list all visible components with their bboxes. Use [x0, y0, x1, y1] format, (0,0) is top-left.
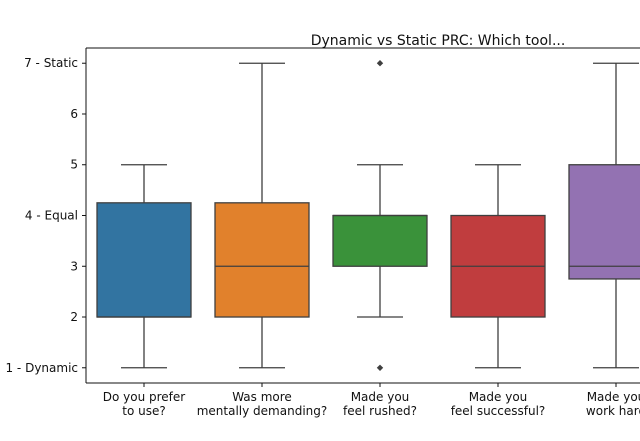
- x-tick-label: Do you prefer to use?: [103, 390, 186, 418]
- x-tick-label: Was more mentally demanding?: [197, 390, 328, 418]
- box-body: [96, 202, 192, 318]
- plot-area: [96, 60, 640, 371]
- x-tick-label-line: Made you: [351, 390, 410, 404]
- x-tick-label-line: Made you: [469, 390, 528, 404]
- chart-title: Dynamic vs Static PRC: Which tool...: [311, 33, 566, 49]
- box-3: [332, 60, 428, 371]
- x-tick-label-line: feel successful?: [451, 404, 546, 418]
- y-tick-label: 2: [70, 310, 78, 324]
- box-2: [214, 62, 310, 369]
- outlier-point: [376, 60, 384, 67]
- x-tick-label: Made you feel successful?: [451, 390, 546, 418]
- y-tick-label: 5: [70, 158, 78, 172]
- x-tick-label-line: feel rushed?: [343, 404, 417, 418]
- x-tick-label: Made you feel rushed?: [343, 390, 417, 418]
- axes: Do you prefer to use? Was more mentally dem…: [5, 47, 640, 418]
- x-tick-label-line: Made you: [587, 390, 640, 404]
- x-tick-label-line: work hard: [586, 404, 640, 418]
- x-tick-label-line: Was more: [232, 390, 292, 404]
- box-body: [332, 214, 428, 267]
- y-tick-label: 1 - Dynamic: [5, 361, 78, 375]
- y-tick-label: 6: [70, 107, 78, 121]
- box-body: [568, 164, 640, 280]
- box-1: [96, 164, 192, 369]
- outlier-point: [376, 364, 384, 371]
- x-tick-label-line: to use?: [122, 404, 165, 418]
- y-tick-label: 3: [70, 259, 78, 273]
- box-body: [214, 202, 310, 318]
- box-5: [568, 62, 640, 369]
- box-4: [450, 164, 546, 369]
- y-tick-label: 7 - Static: [24, 56, 78, 70]
- x-tick-label-line: mentally demanding?: [197, 404, 328, 418]
- x-tick-label-line: Do you prefer: [103, 390, 186, 404]
- y-tick-label: 4 - Equal: [25, 209, 78, 223]
